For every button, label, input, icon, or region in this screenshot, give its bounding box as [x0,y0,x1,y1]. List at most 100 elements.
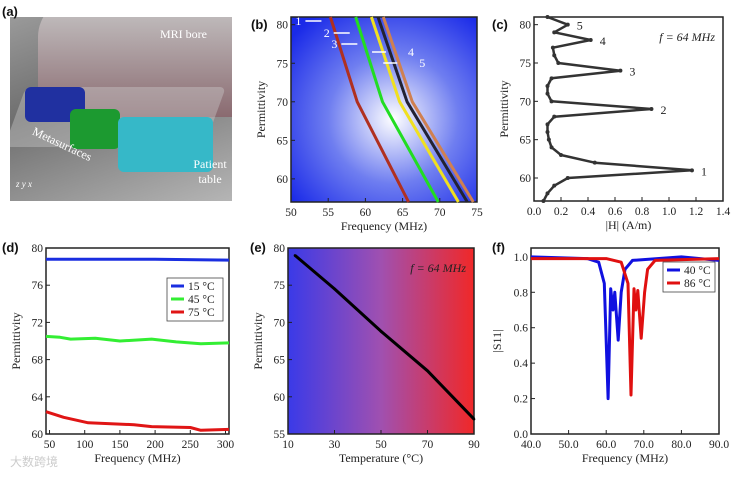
data-point [552,183,557,188]
x-axis-label: Temperature (°C) [339,451,423,465]
legend-box [662,261,716,293]
y-tick-label: 70 [520,96,532,108]
x-tick-label: 40.0 [521,439,541,451]
y-tick-label: 72 [32,317,44,329]
x-tick-label: 55 [322,207,334,219]
plot-area-e [287,247,475,435]
legend-label: 86 °C [684,278,711,290]
series-line-4 [376,16,469,203]
curve-label: 2 [324,26,330,40]
y-tick-label: 70 [277,97,289,109]
x-tick-label: 50 [44,439,56,451]
y-axis-label: Permittivity [251,312,265,369]
series-line-40C [530,255,720,401]
panel-label-d: (d) [2,240,19,255]
data-point [472,417,476,421]
x-tick-label: 90.0 [709,439,729,451]
x-tick-label: 70 [422,439,434,451]
patient-table-label: Patient table [193,157,227,186]
panel-label-a: (a) [2,4,18,19]
curve-label: 4 [408,45,414,59]
peak-label: 3 [629,65,635,79]
y-tick-label: 1.0 [514,252,529,264]
y-axis-label: Permittivity [254,81,268,138]
data-point [552,114,557,119]
x-tick-label: 30 [329,439,341,451]
y-axis-label: Permittivity [497,80,511,137]
x-tick-label: 1.2 [689,206,704,218]
y-tick-label: 64 [32,392,44,404]
y-tick-label: 60 [274,392,286,404]
curve-label: 1 [295,14,301,28]
data-point [552,30,557,35]
y-axis-label: |S11| [490,329,504,352]
x-tick-label: 0.0 [527,206,542,218]
x-tick-label: 60.0 [596,439,616,451]
legend-label: 40 °C [684,265,711,277]
curve-label: 5 [419,56,425,70]
y-tick-label: 0.4 [514,358,529,370]
data-point [689,168,694,173]
data-point [649,107,654,111]
y-tick-label: 80 [277,20,289,32]
metasurface-2 [70,109,120,149]
x-tick-label: 1.0 [662,206,677,218]
data-point [565,22,570,27]
peak-label: 2 [660,103,666,117]
y-tick-label: 60 [277,174,289,186]
y-tick-label: 70 [274,317,286,329]
series-line-5 [381,16,475,203]
data-point [545,130,550,134]
data-point [550,45,555,50]
series-line-3 [369,16,460,203]
x-tick-label: 0.4 [581,206,596,218]
x-tick-label: 90 [468,439,480,451]
peak-label: 5 [577,19,583,33]
x-tick-label: 100 [76,439,94,451]
plot-area-b [290,16,478,203]
data-point [556,61,561,65]
y-tick-label: 65 [520,135,532,147]
data-point [549,76,554,81]
annotation: f = 64 MHz [410,261,466,275]
y-tick-label: 80 [520,20,532,32]
series-line-2 [354,16,440,203]
x-axis-label: Frequency (MHz) [582,451,668,465]
x-tick-label: 250 [182,439,200,451]
mri-bore-label: MRI bore [160,27,207,41]
data-point [549,99,554,104]
panel-label-c: (c) [492,17,508,32]
data-point [545,15,550,19]
peak-label: 4 [600,34,606,48]
y-tick-label: 0.6 [514,323,529,335]
x-axis-label: |H| (A/m) [606,218,652,232]
x-tick-label: 65 [397,207,409,219]
data-point [545,122,550,127]
data-point [549,145,554,150]
y-tick-label: 60 [520,173,532,185]
legend-label: 45 °C [188,294,215,306]
y-tick-label: 55 [274,429,286,441]
y-tick-label: 75 [520,58,532,70]
y-tick-label: 65 [274,355,286,367]
y-tick-label: 60 [32,429,44,441]
series-line-75C [45,410,230,432]
data-point [618,68,623,73]
x-axis-label: Frequency (MHz) [341,219,427,233]
x-tick-label: 70.0 [634,439,654,451]
x-tick-label: 0.8 [635,206,650,218]
y-tick-label: 76 [32,280,44,292]
mri-scene-image: MRI bore Metasurfaces Patient table z y … [10,17,232,201]
y-tick-label: 0.0 [514,429,529,441]
x-tick-label: 50 [285,207,297,219]
x-tick-label: 10 [282,439,294,451]
watermark: 大数跨境 [10,455,59,469]
metasurface-3 [118,117,213,172]
x-tick-label: 0.2 [554,206,569,218]
x-tick-label: 300 [217,439,235,451]
data-point [546,137,551,142]
data-point [552,53,557,58]
legend-label: 15 °C [188,281,215,293]
x-tick-label: 80.0 [671,439,691,451]
